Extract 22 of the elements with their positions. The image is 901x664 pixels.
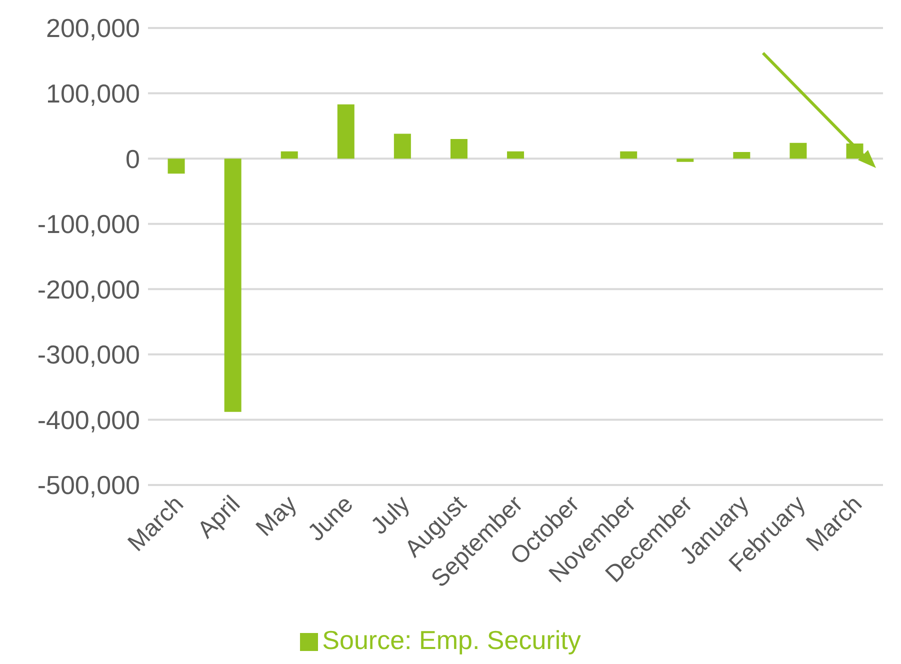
bar — [224, 158, 242, 412]
y-tick-label: 0 — [126, 144, 140, 174]
bar — [337, 104, 354, 159]
y-tick-label: 200,000 — [46, 13, 140, 44]
y-tick-label: -200,000 — [37, 274, 140, 304]
bar — [394, 134, 411, 159]
y-tick-label: -100,000 — [37, 209, 140, 240]
bar — [280, 151, 298, 159]
x-tick-label: July — [366, 490, 416, 540]
bar — [676, 158, 694, 162]
y-tick-label: 100,000 — [46, 78, 140, 109]
y-tick-label: -300,000 — [37, 340, 140, 370]
bar — [507, 151, 524, 159]
bar — [620, 151, 638, 159]
y-tick-label: -500,000 — [37, 470, 140, 500]
y-tick-label: -400,000 — [37, 404, 140, 435]
bar — [733, 152, 750, 159]
bar — [790, 142, 807, 159]
legend-label: Source: Emp. Security — [322, 625, 581, 655]
bar — [450, 138, 468, 159]
x-tick-label: May — [250, 490, 302, 542]
bar — [168, 158, 185, 174]
